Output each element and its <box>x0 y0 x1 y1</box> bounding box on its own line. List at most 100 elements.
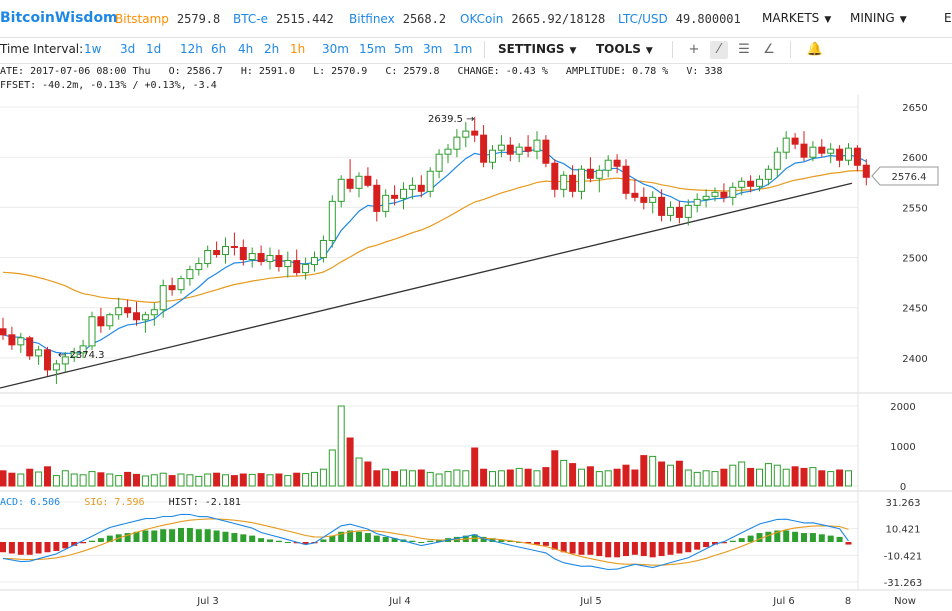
interval-12h[interactable]: 12h <box>180 42 203 56</box>
candle-body <box>524 146 532 152</box>
macd-hist-bar <box>658 542 665 557</box>
volume-bar <box>747 467 755 487</box>
ohlc-info: ATE: 2017-07-06 08:00 Thu O: 2586.7 H: 2… <box>0 66 723 77</box>
candle-body <box>355 175 363 189</box>
macd-value: ACD: 6.506 <box>0 497 61 508</box>
candle-body <box>631 192 639 198</box>
ticker-okcoin[interactable]: OKCoin 2665.92/18128 <box>460 12 605 26</box>
ticker-price: 2665.92/18128 <box>511 12 606 26</box>
candle-body <box>862 164 870 178</box>
volume-bar <box>453 469 461 487</box>
candle-body <box>400 188 407 199</box>
candle-body <box>675 206 683 218</box>
ticker-bitstamp[interactable]: Bitstamp 2579.8 <box>115 12 220 26</box>
settings-menu[interactable]: SETTINGS ▼ <box>498 42 577 56</box>
ticker-exchange-name: Bitstamp <box>115 12 169 26</box>
candle-body <box>195 263 203 271</box>
volume-bar <box>150 474 158 487</box>
ticker-price: 2579.8 <box>176 12 221 26</box>
candle-body <box>0 328 7 336</box>
macd-hist-bar <box>587 542 594 555</box>
candle-body <box>408 184 416 190</box>
volume-bar <box>845 470 852 487</box>
ticker-btc-e[interactable]: BTC-e 2515.442 <box>233 12 334 26</box>
trendline-icon[interactable]: ⁄ <box>710 41 728 59</box>
chevron-down-icon: ▼ <box>645 46 653 56</box>
volume-bar <box>791 466 799 487</box>
candle-body <box>578 168 585 192</box>
macd-tick-label: 10.421 <box>886 525 921 536</box>
interval-6h[interactable]: 6h <box>211 42 227 56</box>
macd-hist-bar <box>53 542 60 551</box>
macd-hist-bar <box>62 542 69 549</box>
divider <box>484 41 485 58</box>
volume-bar <box>711 471 719 487</box>
interval-3m[interactable]: 3m <box>423 42 443 56</box>
markets-menu[interactable]: MARKETS ▼ <box>762 11 832 25</box>
candle-body <box>61 356 69 365</box>
tools-menu[interactable]: TOOLS ▼ <box>596 42 653 56</box>
macd-hist-bar <box>827 535 834 542</box>
interval-3d[interactable]: 3d <box>120 42 136 56</box>
volume-bar <box>230 475 238 487</box>
candle-body <box>204 250 212 265</box>
interval-30m[interactable]: 30m <box>322 42 349 56</box>
interval-5m[interactable]: 5m <box>394 42 414 56</box>
candle-body <box>293 260 301 274</box>
interval-1h[interactable]: 1h <box>290 42 306 56</box>
interval-2h[interactable]: 2h <box>264 42 280 56</box>
candle-body <box>150 309 158 316</box>
crosshair-icon[interactable]: + <box>688 42 700 57</box>
macd-hist-bar <box>35 542 42 554</box>
candle-body <box>542 139 550 164</box>
volume-bar <box>17 473 25 487</box>
bell-icon[interactable]: 🔔 <box>806 42 824 57</box>
volume-bar <box>827 471 835 487</box>
hline-icon[interactable]: ☰ <box>738 42 750 57</box>
interval-1w[interactable]: 1w <box>84 42 102 56</box>
interval-1m[interactable]: 1m <box>453 42 473 56</box>
candle-body <box>489 149 496 163</box>
x-axis-label: Now <box>894 596 916 607</box>
candle-body <box>222 246 229 256</box>
fibonacci-icon[interactable]: ∠ <box>763 42 775 57</box>
interval-4h[interactable]: 4h <box>238 42 254 56</box>
candle-body <box>533 139 541 152</box>
extra-menu[interactable]: E <box>944 11 952 25</box>
ma-slow-line <box>2 169 867 304</box>
macd-hist-bar <box>178 527 184 542</box>
macd-hist-bar <box>204 529 211 542</box>
ticker-ltc-usd[interactable]: LTC/USD 49.800001 <box>618 12 741 26</box>
candle-body <box>97 316 105 327</box>
high-annotation: 2639.5 → <box>428 114 475 125</box>
volume-bar <box>640 455 648 487</box>
candle-body <box>311 257 318 266</box>
volume-bar <box>106 473 114 487</box>
interval-15m[interactable]: 15m <box>359 42 386 56</box>
volume-bar <box>515 467 523 487</box>
volume-bar <box>382 468 390 487</box>
volume-bar <box>622 464 630 487</box>
candle-body <box>480 134 488 163</box>
macd-hist-bar <box>489 538 496 542</box>
brand-logo[interactable]: BitcoinWisdom <box>0 10 118 26</box>
macd-tick-label: 31.263 <box>886 498 921 509</box>
interval-1d[interactable]: 1d <box>146 42 162 56</box>
candle-body <box>302 264 310 274</box>
candle-body <box>106 314 114 327</box>
macd-hist-bar <box>578 542 585 555</box>
macd-hist-bar <box>801 533 807 542</box>
time-interval-label: Time Interval: <box>0 42 84 56</box>
ticker-bitfinex[interactable]: Bitfinex 2568.2 <box>349 12 446 26</box>
macd-hist-bar <box>267 539 273 542</box>
volume-bar <box>275 473 283 487</box>
candle-body <box>729 186 737 198</box>
macd-hist-bar <box>418 542 425 543</box>
candle-body <box>239 247 247 261</box>
volume-bar <box>684 469 692 487</box>
ticker-price: 2568.2 <box>402 12 447 26</box>
volume-tick-label: 1000 <box>890 442 915 453</box>
mining-menu[interactable]: MINING ▼ <box>850 11 907 25</box>
volume-bar <box>551 450 559 487</box>
